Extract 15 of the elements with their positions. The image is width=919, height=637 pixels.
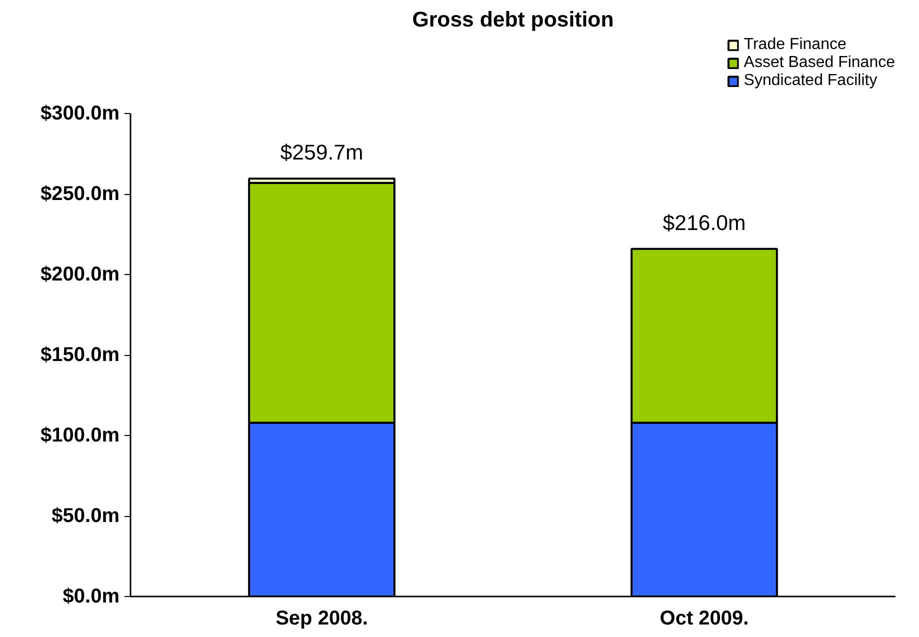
y-tick-label: $250.0m	[40, 183, 120, 206]
y-tick-label: $300.0m	[40, 102, 120, 125]
chart-title: Gross debt position	[412, 8, 614, 32]
y-tick-label: $200.0m	[40, 264, 120, 286]
total-label: $259.7m	[280, 140, 364, 165]
legend-label: Asset Based Finance	[744, 54, 895, 72]
total-label: $216.0m	[662, 210, 746, 235]
y-tick-label: $50.0m	[52, 505, 120, 528]
y-tick-label: $0.0m	[62, 586, 120, 608]
legend-label: Syndicated Facility	[744, 72, 878, 90]
y-tick-label: $150.0m	[40, 344, 120, 366]
y-tick-label: $100.0m	[40, 424, 120, 447]
legend-label: Trade Finance	[744, 36, 846, 54]
x-tick-label: Oct 2009.	[660, 608, 749, 630]
x-tick-label: Sep 2008.	[276, 608, 368, 630]
